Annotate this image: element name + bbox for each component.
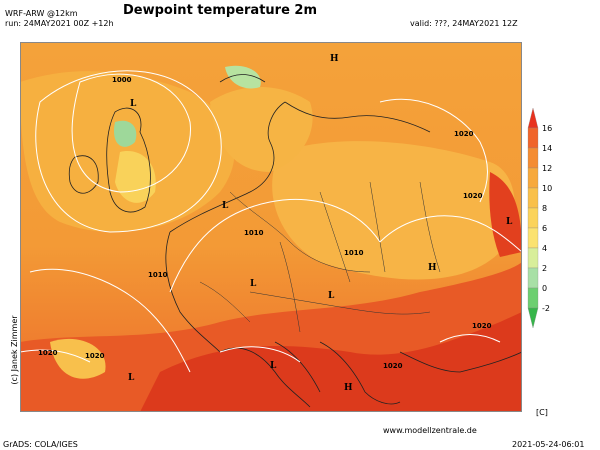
high-marker-balkans: H: [344, 383, 353, 393]
pressure-label-1010-b: 1010: [148, 271, 168, 279]
high-marker-romania: H: [428, 263, 437, 273]
pressure-label-1020-a: 1020: [454, 130, 474, 138]
isobars: [20, 70, 522, 373]
scale-box-4: [527, 187, 539, 209]
field-zone-scotland: [114, 120, 137, 147]
field-zone-east: [272, 141, 515, 280]
scale-label-6: 4: [542, 244, 547, 253]
low-marker-black-sea: L: [506, 217, 513, 227]
low-marker-scotland: L: [130, 99, 137, 109]
scale-label-1: 14: [542, 144, 552, 153]
scale-label-3: 10: [542, 184, 552, 193]
dewpoint-map: 1000 1010 1010 1010 1020 1020 1020 1020 …: [20, 42, 522, 412]
scale-label-8: 0: [542, 284, 547, 293]
pressure-label-1020-b: 1020: [463, 192, 483, 200]
field-zone-black-sea: [489, 172, 522, 257]
scale-label-2: 12: [542, 164, 552, 173]
scale-label-4: 8: [542, 204, 547, 213]
run-label: run: 24MAY2021 00Z +12h: [5, 19, 114, 28]
pressure-label-1020-c: 1020: [38, 349, 58, 357]
low-marker-benelux: L: [222, 201, 229, 211]
scale-label-5: 6: [542, 224, 547, 233]
field-zone-norway: [225, 65, 261, 89]
grads-label: GrADS: COLA/IGES: [3, 440, 78, 449]
country-borders: [199, 181, 441, 333]
pressure-label-1010-a: 1010: [244, 229, 264, 237]
scale-box-6: [527, 227, 539, 249]
high-marker-scandinavia: H: [330, 54, 339, 64]
scale-box-10: [527, 307, 539, 329]
scale-box-9: [527, 287, 539, 309]
field-zone-north-sea: [210, 87, 313, 172]
pressure-label-1020-d: 1020: [85, 352, 105, 360]
scale-box-8: [527, 267, 539, 289]
pressure-label-1000: 1000: [112, 76, 132, 84]
unit-label: [C]: [536, 408, 548, 417]
low-marker-hungary: L: [328, 291, 335, 301]
valid-label: valid: ???, 24MAY2021 12Z: [410, 19, 518, 28]
scale-box-5: [527, 207, 539, 229]
website-label: www.modellzentrale.de: [383, 426, 477, 435]
scale-box-2: [527, 147, 539, 169]
color-scale: 16 14 12 10 8 6 4 2 0 -2: [527, 107, 552, 329]
field-zone-mediterranean: [140, 312, 522, 412]
scale-label-9: -2: [542, 304, 550, 313]
scale-box-1: [527, 127, 539, 149]
map-frame: [20, 42, 522, 412]
model-label: WRF-ARW @12km: [5, 9, 78, 18]
low-marker-iberia: L: [128, 373, 135, 383]
pressure-label-1020-e: 1020: [472, 322, 492, 330]
field-zone-iberia: [50, 338, 106, 379]
pressure-label-1020-f: 1020: [383, 362, 403, 370]
scale-label-7: 2: [542, 264, 547, 273]
low-marker-alps: L: [250, 279, 257, 289]
scale-box-0: [527, 107, 539, 129]
scale-box-7: [527, 247, 539, 269]
low-marker-italy: L: [270, 361, 277, 371]
author-credit: (c) Janek Zimmer: [10, 315, 19, 385]
timestamp-label: 2021-05-24-06:01: [512, 440, 585, 449]
scale-box-3: [527, 167, 539, 189]
scale-label-0: 16: [542, 124, 552, 133]
pressure-label-1010-c: 1010: [344, 249, 364, 257]
map-title: Dewpoint temperature 2m: [123, 3, 318, 18]
field-zone-england: [115, 151, 156, 203]
